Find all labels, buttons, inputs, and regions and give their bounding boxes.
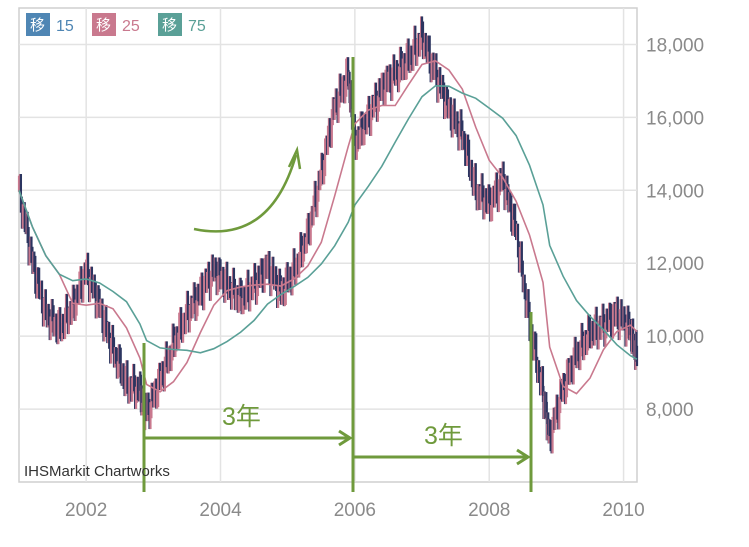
- span-arrow-1-head: [338, 429, 353, 447]
- span-label-2: 3年: [424, 422, 463, 450]
- legend-badge-ma25: [92, 13, 116, 36]
- legend-label-ma75: 75: [188, 18, 206, 35]
- moving-average-line: [18, 60, 638, 395]
- legend-badge-ma15-text: 移: [30, 16, 45, 34]
- x-tick-label: 2006: [334, 500, 376, 521]
- chart-grid: 8,000 10,000 12,000 14,000 16,000 18,000 2002 2…: [18, 7, 704, 521]
- legend-badge-ma75: [158, 13, 182, 36]
- y-tick-label: 12,000: [646, 254, 704, 275]
- y-tick-label: 10,000: [646, 327, 704, 348]
- plot-frame: [18, 7, 638, 483]
- chart-credit: IHSMarkit Chartworks: [24, 463, 170, 480]
- legend: 移 15 移 25 移 75: [26, 13, 206, 36]
- y-tick-label: 8,000: [646, 400, 694, 421]
- legend-badge-ma25-text: 移: [96, 16, 111, 34]
- x-tick-label: 2004: [199, 500, 242, 521]
- rising-arrow-head: [287, 145, 302, 170]
- legend-badge-ma75-text: 移: [162, 16, 177, 34]
- y-tick-label: 16,000: [646, 108, 704, 129]
- rising-arrow: [193, 154, 298, 233]
- y-tick-label: 14,000: [646, 181, 704, 202]
- span-label-1: 3年: [222, 403, 261, 431]
- y-tick-label: 18,000: [646, 35, 704, 56]
- span-arrow-2-head: [516, 448, 531, 466]
- moving-average-line: [18, 84, 638, 360]
- legend-label-ma25: 25: [122, 18, 140, 35]
- x-tick-label: 2002: [65, 500, 107, 521]
- chart-annotations: 3年 3年 IHSMarkit Chartworks: [24, 57, 533, 492]
- legend-label-ma15: 15: [56, 18, 74, 35]
- x-tick-label: 2010: [602, 500, 644, 521]
- legend-badge-ma15: [26, 13, 50, 36]
- x-tick-label: 2008: [468, 500, 510, 521]
